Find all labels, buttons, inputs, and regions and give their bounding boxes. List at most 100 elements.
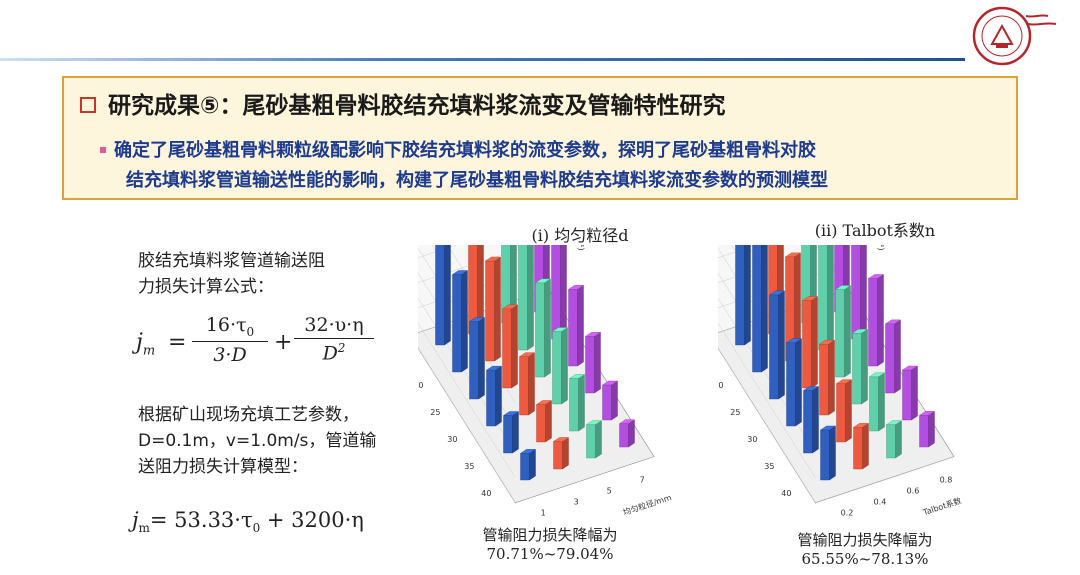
bar-top-face	[568, 374, 586, 379]
bar-front-face	[536, 404, 546, 443]
bar-side-face	[811, 296, 818, 389]
chart2-col-tick: 0.2	[841, 509, 854, 518]
site-params-line-3: 送阻力损失计算模型：	[138, 457, 308, 477]
bar-side-face	[911, 365, 918, 421]
bar-side-face	[795, 338, 802, 427]
bar-side-face	[529, 448, 536, 481]
formula2-lhs-sub: m	[138, 521, 150, 536]
bar-top-face	[834, 285, 852, 290]
bar-side-face	[812, 386, 819, 454]
bar-side-face	[512, 411, 519, 454]
formula2-rhs-sub: 0	[252, 521, 261, 536]
formula2-rhs-tail: + 3200·η	[260, 508, 364, 532]
chart2-gridline	[718, 245, 757, 258]
chart2-bar	[851, 245, 867, 340]
chart2-bar	[752, 245, 768, 373]
bar-front-face	[553, 441, 563, 470]
bar-front-face	[836, 383, 846, 443]
chart2-bar	[867, 274, 885, 367]
bar-side-face	[478, 317, 485, 400]
chart2-bar	[768, 290, 786, 400]
bar-front-face	[486, 369, 496, 427]
chart2-row-tick: 20	[718, 381, 723, 390]
bar-top-face	[585, 420, 603, 425]
chart2-row-tick: 30	[747, 435, 757, 444]
bar-top-face	[867, 274, 885, 279]
chart1-x-label: 均匀粒径/mm	[622, 492, 673, 517]
bar-side-face	[877, 274, 884, 367]
checkbox-square-icon	[80, 96, 96, 113]
bullet-line-1: 确定了尾砂基粗骨料颗粒级配影响下胶结充填料浆的流变参数，探明了尾砂基粗骨料对胶	[114, 140, 816, 161]
bar-side-face	[577, 284, 584, 367]
bar-top-face	[801, 296, 819, 301]
bar-front-face	[586, 424, 596, 459]
bar-side-face	[528, 352, 535, 416]
chart1-bar	[518, 352, 536, 416]
bar-top-face	[519, 449, 537, 454]
chart1-bar	[584, 331, 602, 394]
chart1-bar	[451, 270, 469, 373]
bar-top-face	[534, 278, 552, 284]
bar-top-face	[601, 380, 619, 386]
bar-front-face	[819, 343, 829, 416]
bar-front-face	[552, 331, 562, 405]
chart1-z-label: 阻力损失/(kPa·m⁻¹)	[577, 245, 587, 251]
chart2-gridline	[718, 322, 816, 478]
chart1-row-tick: 30	[447, 435, 457, 444]
bar-side-face	[761, 245, 768, 373]
chart2-bar	[851, 328, 869, 405]
bar-front-face	[886, 424, 896, 459]
site-params: 根据矿山现场充填工艺参数， D=0.1m，v=1.0m/s，管道输 送阻力损失计…	[138, 402, 376, 480]
bar-side-face	[862, 422, 869, 470]
bar-side-face	[829, 425, 836, 481]
bar-front-face	[519, 356, 529, 416]
chart2-bar	[802, 386, 820, 454]
bar-front-face	[902, 369, 912, 421]
chart2-drop-caption-line-1: 管输阻力损失降幅为	[797, 531, 933, 549]
bar-top-face	[551, 327, 569, 332]
bar-top-face	[768, 290, 786, 296]
site-params-line-1: 根据矿山现场充填工艺参数，	[138, 405, 359, 425]
bar-top-face	[567, 285, 585, 290]
bar-top-face	[802, 386, 820, 391]
chart1-bar	[551, 245, 567, 340]
bar-top-face	[535, 400, 553, 405]
bar-front-face	[752, 245, 762, 373]
chart2-col-tick: 0.6	[907, 487, 920, 496]
bar-front-face	[818, 245, 828, 351]
chart2-col-tick: 0.4	[874, 498, 887, 507]
bar-front-face	[802, 300, 812, 389]
fraction1-numerator: 16·τ	[205, 314, 247, 336]
chart1-row-tick: 35	[464, 462, 474, 471]
bar-top-face	[785, 338, 803, 343]
bar-side-face	[444, 245, 451, 346]
site-resistance-formula: jm= 53.33·τ0 + 3200·η	[132, 508, 364, 535]
bar-side-face	[895, 420, 902, 459]
fraction1-denominator: 3·D	[213, 343, 247, 366]
bar-front-face	[869, 376, 879, 432]
banner-title: 研究成果⑤：尾砂基粗骨料胶结充填料浆流变及管输特性研究	[80, 86, 725, 120]
chart1-bar	[485, 365, 503, 427]
resistance-formula: jm = 16·τ0 3·D + 32·υ·η D2	[136, 312, 376, 374]
bar-top-face	[618, 419, 636, 424]
chart2-row-tick: 25	[730, 408, 740, 417]
bar-top-face	[852, 423, 870, 428]
chart2-bar	[819, 425, 837, 481]
chart2-bar	[801, 296, 819, 389]
chart2-col-tick: 0.8	[940, 476, 953, 485]
chart1-title: (i) 均匀粒径d	[531, 226, 629, 245]
formula2-rhs: = 53.33·τ	[149, 508, 253, 532]
bar-side-face	[595, 420, 602, 459]
bar-top-face	[784, 252, 802, 258]
bar-side-face	[578, 374, 585, 432]
bar-side-face	[461, 270, 468, 373]
chart1-3d-bars: 0306090120150180阻力损失/(kPa·m⁻¹)1520253035…	[418, 245, 673, 518]
chart1-bar	[519, 448, 537, 481]
bar-front-face	[435, 245, 445, 346]
chart2-bar	[884, 319, 902, 394]
chart1-drop-caption: 管输阻力损失降幅为 70.71%~79.04%	[460, 526, 640, 564]
formula-lhs: j	[136, 330, 143, 355]
bar-top-face	[468, 317, 486, 322]
bar-front-face	[835, 289, 845, 378]
bar-side-face	[860, 245, 867, 340]
